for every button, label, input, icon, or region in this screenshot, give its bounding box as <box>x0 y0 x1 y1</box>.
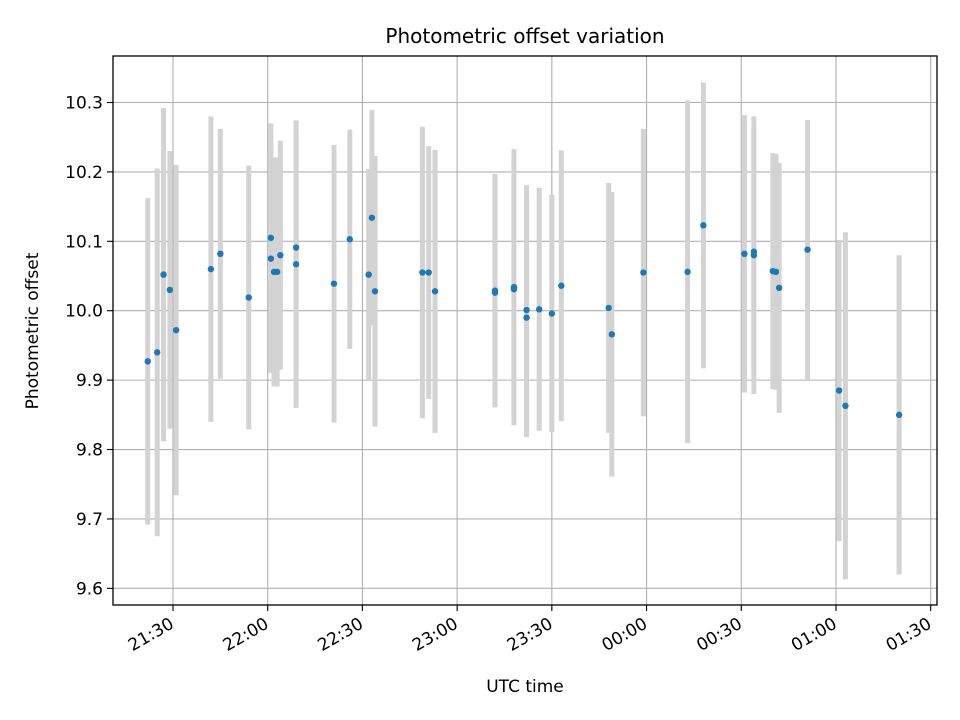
data-point <box>772 268 780 276</box>
data-point <box>431 288 439 295</box>
data-point <box>245 294 252 301</box>
y-tick-label: 9.8 <box>76 441 103 461</box>
data-point <box>172 326 180 334</box>
data-point <box>523 306 530 314</box>
x-axis-label: UTC time <box>486 677 564 697</box>
data-point <box>750 248 758 255</box>
data-point <box>605 304 612 312</box>
data-point <box>804 246 811 253</box>
data-point <box>895 411 903 419</box>
data-point <box>267 255 275 262</box>
data-point <box>166 286 174 294</box>
data-point <box>548 310 556 317</box>
data-point <box>835 387 843 394</box>
data-point <box>608 331 616 338</box>
data-point <box>371 288 379 295</box>
y-tick-label: 10.3 <box>65 94 103 114</box>
data-point <box>536 306 543 313</box>
y-tick-label: 10.2 <box>65 163 103 183</box>
data-point <box>277 251 284 259</box>
data-point <box>217 250 224 258</box>
data-point <box>153 349 161 356</box>
data-point <box>160 271 167 278</box>
data-points <box>144 214 903 419</box>
data-point <box>292 244 300 251</box>
chart-title: Photometric offset variation <box>385 24 664 48</box>
data-point <box>741 250 748 258</box>
y-tick-label: 9.9 <box>76 371 103 391</box>
data-point <box>491 287 499 294</box>
data-point <box>425 269 432 276</box>
y-tick-label: 10.0 <box>65 302 103 322</box>
data-point <box>267 234 275 242</box>
data-point <box>292 261 300 268</box>
data-point <box>842 402 849 410</box>
data-point <box>640 269 647 276</box>
data-point <box>558 282 565 289</box>
data-point <box>700 222 707 229</box>
data-point <box>144 358 151 365</box>
y-axis-label: Photometric offset <box>23 252 43 409</box>
data-point <box>368 214 376 221</box>
y-tick-label: 10.1 <box>65 232 103 252</box>
data-point <box>365 271 372 278</box>
data-point <box>510 283 518 291</box>
data-point <box>419 269 426 276</box>
data-point <box>330 280 338 287</box>
data-point <box>684 268 691 276</box>
data-point <box>273 268 281 276</box>
y-tick-label: 9.6 <box>76 579 103 599</box>
data-point <box>523 314 530 321</box>
data-point <box>207 265 215 273</box>
data-point <box>346 236 353 243</box>
plot-frame <box>112 55 938 606</box>
data-point <box>775 284 783 292</box>
y-tick-label: 9.7 <box>76 510 103 530</box>
